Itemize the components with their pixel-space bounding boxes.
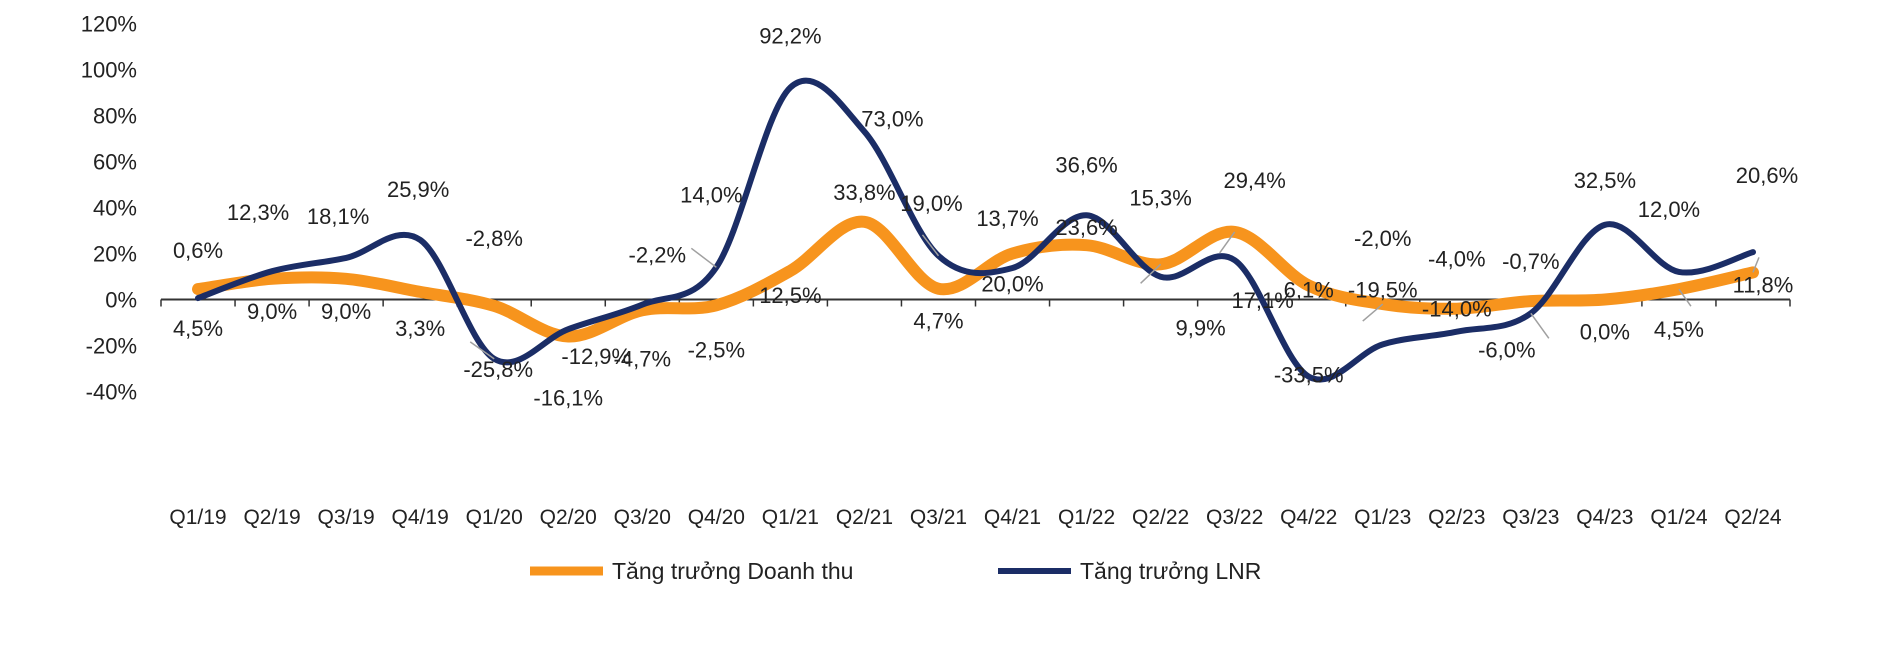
y-tick-label: 80% (93, 104, 137, 129)
data-label: -12,9% (561, 344, 631, 369)
data-label: -4,0% (1428, 247, 1485, 272)
data-label: 14,0% (680, 182, 742, 207)
x-tick-label: Q3/20 (614, 506, 671, 529)
data-label: 9,0% (321, 299, 371, 324)
data-labels: 4,5% 9,0% 9,0% 3,3% -2,8% -16,1% -4,7% -2,5% 12,… (173, 23, 1798, 410)
data-label: -2,2% (629, 243, 686, 268)
x-tick-label: Q3/19 (318, 506, 375, 529)
x-tick-label: Q1/19 (169, 506, 226, 529)
leader-line (469, 341, 495, 360)
data-label: -0,7% (1502, 249, 1559, 274)
leader-line (921, 234, 940, 257)
leader-line (1219, 231, 1236, 254)
data-label: -19,5% (1348, 277, 1418, 302)
x-tick-label: Q3/23 (1502, 506, 1559, 529)
x-tick-label: Q2/19 (243, 506, 300, 529)
legend-label-2: Tăng trưởng LNR (1080, 558, 1261, 584)
data-label: 4,5% (173, 316, 223, 341)
data-label: 12,0% (1638, 197, 1700, 222)
x-tick-label: Q1/21 (762, 506, 819, 529)
x-tick-label: Q2/22 (1132, 506, 1189, 529)
x-tick-label: Q3/22 (1206, 506, 1263, 529)
data-label: 32,5% (1574, 168, 1636, 193)
y-tick-label: 120% (81, 12, 137, 37)
y-tick-label: 40% (93, 196, 137, 221)
data-label: -2,8% (465, 226, 522, 251)
x-axis: Q1/19 Q2/19 Q3/19 Q4/19 Q1/20 Q2/20 Q3/20 Q4/20… (160, 298, 1791, 529)
data-label: 6,1% (1284, 277, 1334, 302)
y-tick-label: 60% (93, 150, 137, 175)
y-tick-label: 20% (93, 242, 137, 267)
data-label: 18,1% (307, 204, 369, 229)
label-leader-lines (469, 231, 1760, 360)
x-tick-label: Q4/23 (1576, 506, 1633, 529)
x-tick-label: Q3/21 (910, 506, 967, 529)
data-label: -14,0% (1422, 297, 1492, 322)
data-label: 0,0% (1580, 320, 1630, 345)
y-tick-label: 100% (81, 58, 137, 83)
leader-line (1362, 303, 1384, 322)
data-label: -2,5% (688, 337, 745, 362)
leader-line (1752, 257, 1760, 273)
legend-label-1: Tăng trưởng Doanh thu (612, 558, 853, 584)
data-label: -16,1% (533, 386, 603, 411)
series-line-1 (192, 215, 1759, 343)
y-axis: -40% -20% 0% 20% 40% 60% 80% 100% 120% (81, 12, 137, 405)
data-label: -33,5% (1274, 363, 1344, 388)
x-tick-label: Q2/21 (836, 506, 893, 529)
y-tick-label: 0% (105, 288, 137, 313)
data-label: 4,5% (1654, 317, 1704, 342)
data-label: 9,0% (247, 299, 297, 324)
data-label: 73,0% (861, 107, 923, 132)
x-tick-label: Q4/21 (984, 506, 1041, 529)
series-lines (192, 77, 1759, 383)
data-label: -4,7% (614, 346, 671, 371)
data-label: 12,5% (759, 283, 821, 308)
x-tick-label: Q1/23 (1354, 506, 1411, 529)
data-label: 20,6% (1736, 163, 1798, 188)
y-tick-label: -20% (86, 334, 137, 359)
data-label: 11,8% (1733, 272, 1794, 297)
x-tick-label: Q4/19 (392, 506, 449, 529)
data-label: 3,3% (395, 316, 445, 341)
data-label: 25,9% (387, 177, 449, 202)
x-tick-label: Q1/24 (1650, 506, 1708, 529)
data-label: 4,7% (913, 309, 963, 334)
data-label: 19,0% (900, 191, 962, 216)
data-label: 0,6% (173, 238, 223, 263)
leader-line (690, 247, 717, 268)
x-tick-label: Q4/22 (1280, 506, 1337, 529)
data-label: 33,8% (833, 180, 895, 205)
leader-line (1530, 312, 1550, 339)
data-label: 15,3% (1129, 185, 1191, 210)
x-tick-label: Q2/20 (540, 506, 597, 529)
data-label: 17,1% (1231, 288, 1293, 313)
leader-line (1140, 263, 1162, 284)
x-tick-label: Q1/22 (1058, 506, 1115, 529)
data-label: 9,9% (1176, 316, 1226, 341)
legend: Tăng trưởng Doanh thu Tăng trưởng LNR (530, 558, 1261, 584)
data-label: 36,6% (1055, 152, 1117, 177)
data-label: -25,8% (463, 357, 533, 382)
series-line-2 (195, 77, 1756, 383)
data-label: 20,0% (981, 272, 1043, 297)
data-label: 29,4% (1223, 168, 1285, 193)
data-label: -6,0% (1478, 337, 1535, 362)
data-label: -2,0% (1354, 226, 1411, 251)
y-tick-label: -40% (86, 380, 137, 405)
data-label: 13,7% (976, 206, 1038, 231)
x-tick-label: Q2/24 (1724, 506, 1782, 529)
data-label: 92,2% (759, 23, 821, 48)
data-label: 12,3% (227, 200, 289, 225)
data-label: 23,6% (1055, 215, 1117, 240)
x-tick-label: Q2/23 (1428, 506, 1485, 529)
leader-line (1678, 288, 1692, 307)
x-tick-label: Q1/20 (466, 506, 523, 529)
x-tick-label: Q4/20 (688, 506, 745, 529)
